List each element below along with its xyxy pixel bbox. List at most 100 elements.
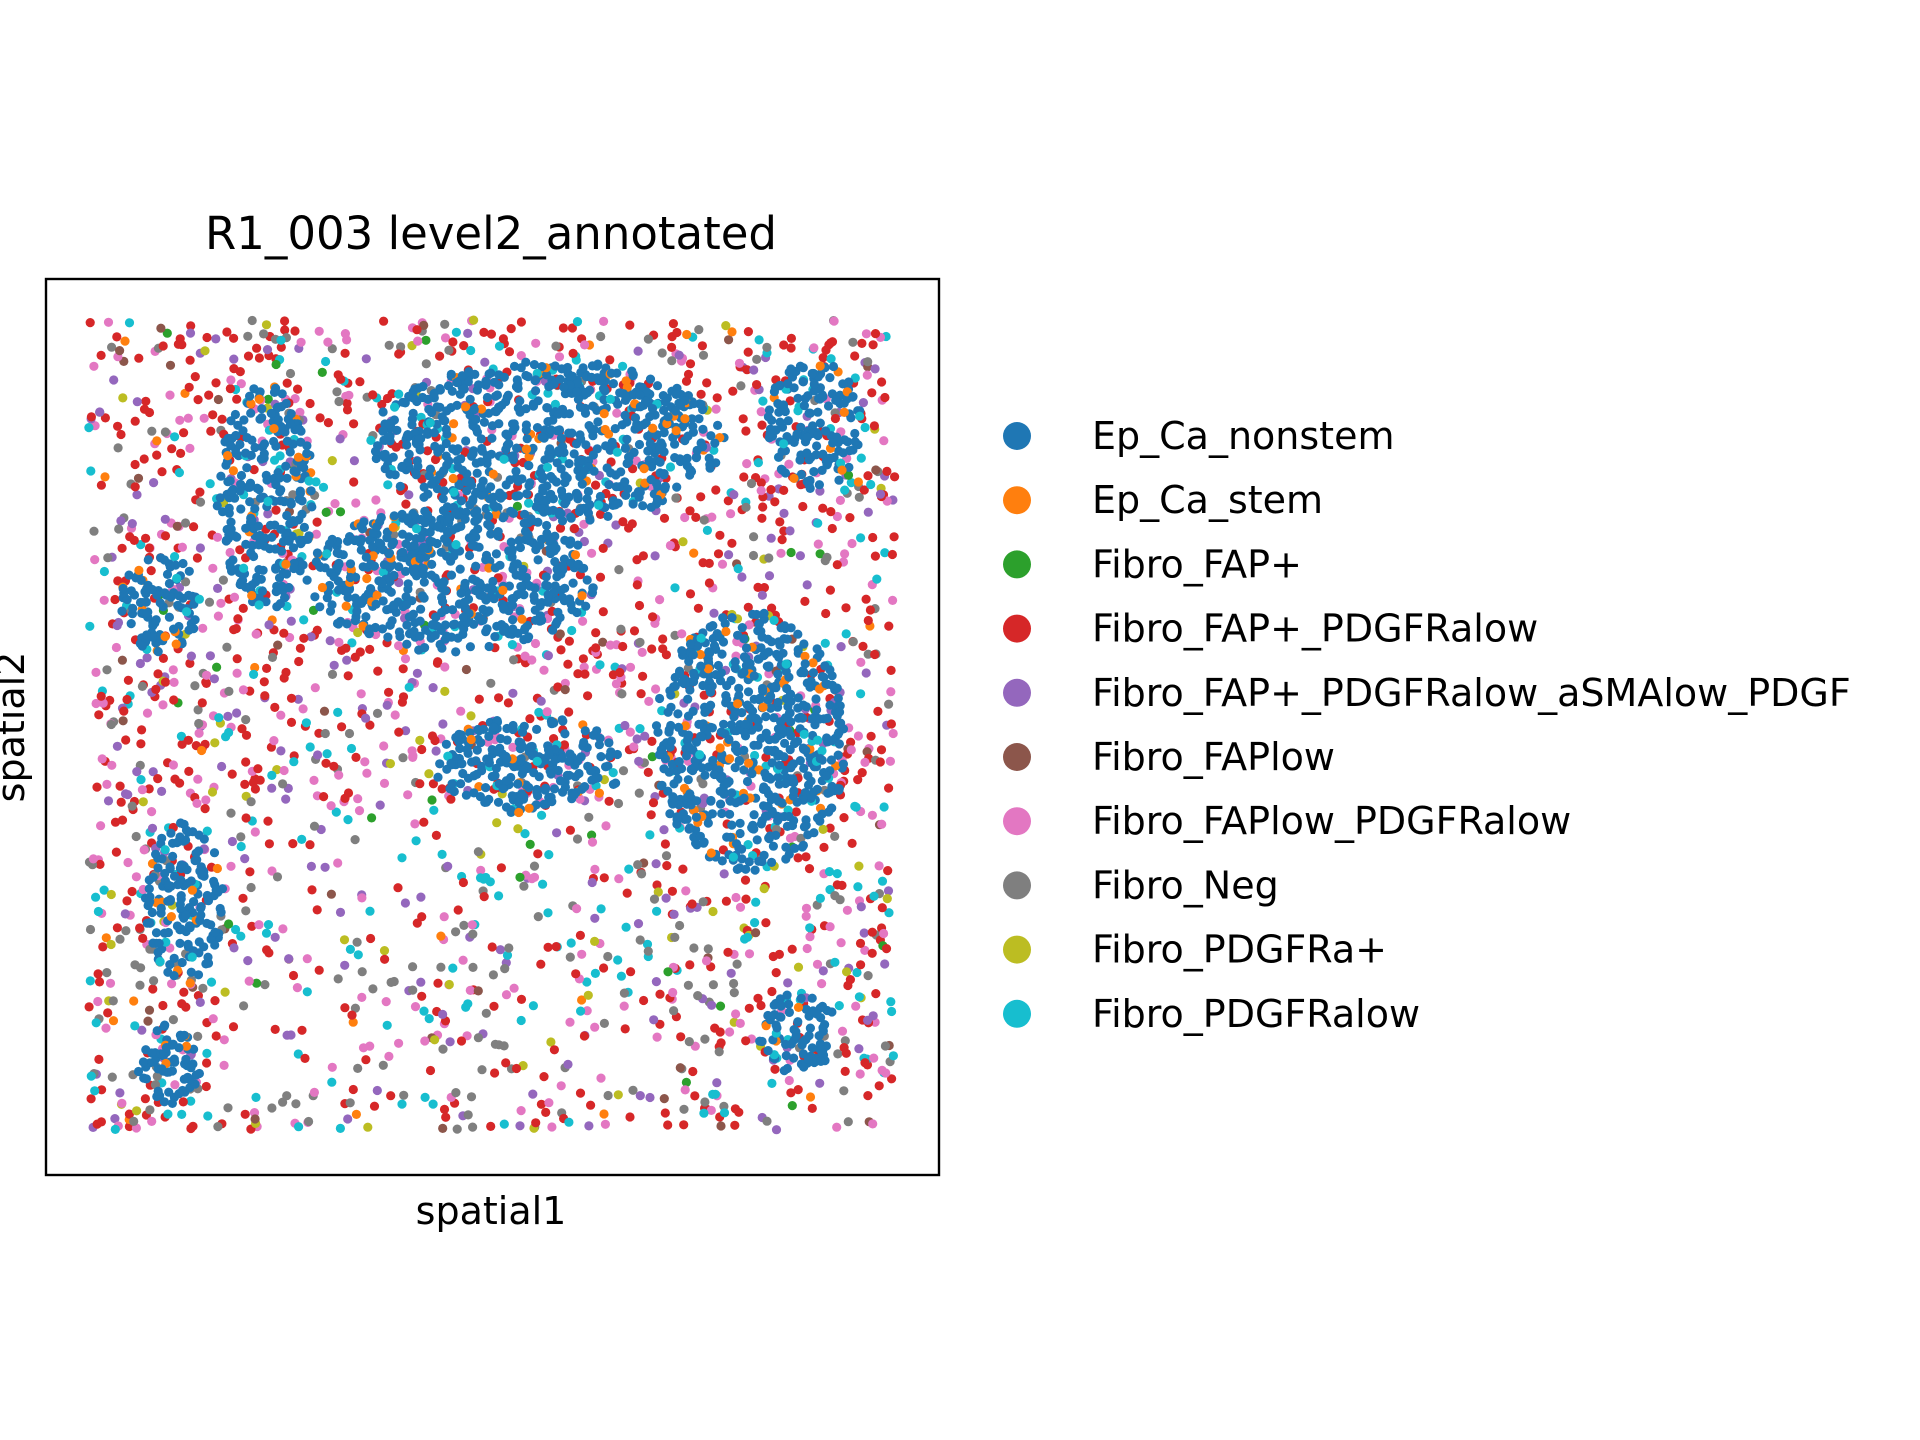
- scatter-point: [861, 329, 872, 339]
- scatter-point: [786, 547, 796, 558]
- scatter-point: [276, 524, 286, 534]
- scatter-point: [428, 779, 438, 789]
- scatter-point: [214, 713, 224, 723]
- scatter-point: [192, 553, 202, 563]
- scatter-point: [691, 812, 702, 822]
- scatter-point: [542, 403, 553, 413]
- scatter-point: [120, 336, 130, 346]
- scatter-point: [443, 861, 453, 871]
- scatter-point: [111, 642, 121, 653]
- scatter-point: [834, 475, 844, 485]
- scatter-point: [836, 938, 846, 948]
- scatter-point: [851, 1001, 861, 1011]
- scatter-point: [261, 928, 272, 938]
- scatter-point: [489, 500, 499, 510]
- scatter-point: [216, 471, 226, 481]
- scatter-point: [632, 580, 642, 590]
- scatter-point: [178, 558, 188, 569]
- scatter-point: [297, 1025, 307, 1035]
- scatter-point: [177, 542, 187, 552]
- scatter-point: [373, 666, 383, 676]
- scatter-point: [152, 1071, 162, 1081]
- scatter-point: [748, 609, 758, 619]
- scatter-point: [594, 740, 605, 750]
- scatter-point: [478, 615, 488, 625]
- scatter-point: [502, 735, 512, 745]
- scatter-point: [488, 970, 498, 980]
- scatter-point: [225, 547, 235, 558]
- scatter-point: [415, 445, 425, 455]
- scatter-point: [220, 987, 230, 997]
- scatter-point: [863, 507, 873, 517]
- scatter-point: [739, 765, 749, 775]
- scatter-point: [652, 906, 662, 916]
- scatter-point: [241, 582, 251, 592]
- scatter-point: [365, 720, 375, 730]
- scatter-point: [249, 465, 259, 475]
- scatter-point: [455, 743, 465, 754]
- scatter-point: [351, 1109, 361, 1119]
- scatter-point: [750, 865, 760, 875]
- scatter-point: [733, 699, 743, 709]
- scatter-point: [528, 1089, 538, 1099]
- scatter-point: [515, 606, 525, 616]
- scatter-point: [578, 616, 588, 626]
- scatter-point: [427, 537, 437, 547]
- scatter-point: [212, 532, 223, 542]
- scatter-point: [543, 417, 553, 427]
- scatter-point: [795, 455, 805, 465]
- scatter-point: [669, 1006, 679, 1016]
- scatter-point: [260, 980, 270, 990]
- scatter-point: [157, 786, 167, 797]
- scatter-point: [820, 661, 830, 671]
- scatter-point: [612, 749, 623, 760]
- scatter-point: [668, 987, 678, 998]
- scatter-point: [769, 387, 780, 397]
- scatter-point: [504, 439, 514, 449]
- scatter-point: [129, 996, 139, 1006]
- scatter-point: [787, 1101, 797, 1111]
- scatter-point: [462, 486, 472, 496]
- scatter-point: [130, 416, 140, 426]
- scatter-point: [91, 667, 101, 678]
- scatter-point: [725, 832, 736, 842]
- scatter-point: [750, 750, 760, 761]
- scatter-point: [515, 396, 525, 406]
- scatter-point: [352, 937, 362, 947]
- scatter-point: [446, 758, 456, 768]
- scatter-point: [753, 626, 763, 636]
- scatter-point: [226, 808, 236, 818]
- scatter-point: [801, 852, 811, 862]
- scatter-point: [627, 519, 637, 529]
- scatter-point: [584, 421, 594, 431]
- scatter-point: [708, 980, 719, 990]
- scatter-point: [430, 573, 440, 583]
- scatter-point: [176, 731, 186, 741]
- scatter-point: [332, 548, 342, 558]
- scatter-point: [566, 938, 576, 948]
- scatter-point: [222, 535, 232, 545]
- scatter-point: [385, 469, 395, 479]
- scatter-point: [871, 465, 881, 475]
- scatter-point: [461, 436, 471, 446]
- scatter-point: [490, 391, 501, 401]
- scatter-point: [583, 691, 593, 701]
- scatter-point: [267, 1103, 277, 1113]
- scatter-point: [674, 350, 684, 360]
- scatter-point: [572, 378, 583, 388]
- scatter-point: [212, 662, 222, 672]
- scatter-point: [137, 681, 147, 692]
- scatter-point: [542, 481, 552, 491]
- scatter-point: [144, 543, 154, 553]
- scatter-point: [409, 568, 419, 578]
- scatter-point: [282, 473, 292, 483]
- scatter-point: [227, 836, 237, 847]
- scatter-point: [473, 986, 483, 996]
- scatter-point: [243, 331, 253, 341]
- scatter-point: [648, 612, 658, 622]
- scatter-point: [322, 549, 332, 559]
- scatter-point: [280, 325, 290, 335]
- scatter-point: [208, 1014, 218, 1024]
- scatter-point: [321, 507, 331, 517]
- scatter-point: [630, 413, 641, 423]
